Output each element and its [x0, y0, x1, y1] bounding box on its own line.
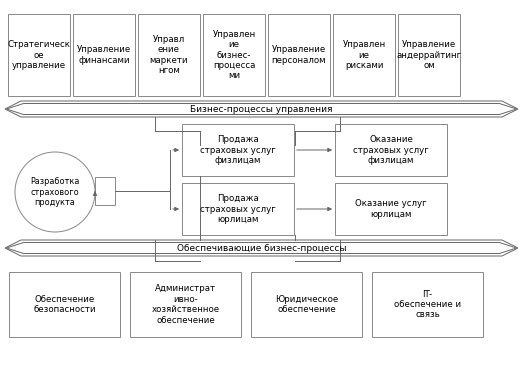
Bar	[182, 124, 294, 176]
Bar	[9, 272, 120, 337]
Text: Продажа
страховых услуг
юрлицам: Продажа страховых услуг юрлицам	[200, 194, 276, 224]
Bar	[335, 183, 447, 235]
Bar	[203, 14, 265, 96]
Text: Оказание услуг
юрлицам: Оказание услуг юрлицам	[355, 199, 427, 219]
Bar	[335, 124, 447, 176]
Bar	[73, 14, 135, 96]
Text: Управл
ение
маркети
нгом: Управл ение маркети нгом	[150, 35, 188, 75]
Text: IT-
обеспечение и
связь: IT- обеспечение и связь	[394, 290, 461, 319]
Bar	[398, 14, 460, 96]
Bar	[95, 177, 115, 205]
Bar	[372, 272, 483, 337]
Bar	[268, 14, 330, 96]
Text: Управление
андеррайтинг
ом: Управление андеррайтинг ом	[396, 40, 462, 70]
Text: Управление
персоналом: Управление персоналом	[271, 45, 326, 65]
Text: Администрат
ивно-
хозяйственное
обеспечение: Администрат ивно- хозяйственное обеспече…	[152, 285, 220, 325]
Text: Бизнес-процессы управления: Бизнес-процессы управления	[190, 105, 333, 114]
Text: Разработка
страхового
продукта: Разработка страхового продукта	[30, 177, 79, 207]
Bar	[333, 14, 395, 96]
Circle shape	[15, 152, 95, 232]
Bar	[130, 272, 241, 337]
Bar	[182, 183, 294, 235]
Text: Продажа
страховых услуг
физлицам: Продажа страховых услуг физлицам	[200, 135, 276, 165]
Bar	[251, 272, 362, 337]
Text: Обеспечивающие бизнес-процессы: Обеспечивающие бизнес-процессы	[177, 243, 346, 252]
Text: Оказание
страховых услуг
физлицам: Оказание страховых услуг физлицам	[353, 135, 429, 165]
Text: Стратегическ
ое
управление: Стратегическ ое управление	[7, 40, 71, 70]
Text: Юридическое
обеспечение: Юридическое обеспечение	[275, 295, 338, 314]
Bar	[138, 14, 200, 96]
Bar	[8, 14, 70, 96]
Text: Управлен
ие
бизнес-
процесса
ми: Управлен ие бизнес- процесса ми	[212, 30, 256, 80]
Text: Обеспечение
безопасности: Обеспечение безопасности	[33, 295, 96, 314]
Text: Управление
финансами: Управление финансами	[77, 45, 131, 65]
Text: Управлен
ие
рисками: Управлен ие рисками	[343, 40, 385, 70]
